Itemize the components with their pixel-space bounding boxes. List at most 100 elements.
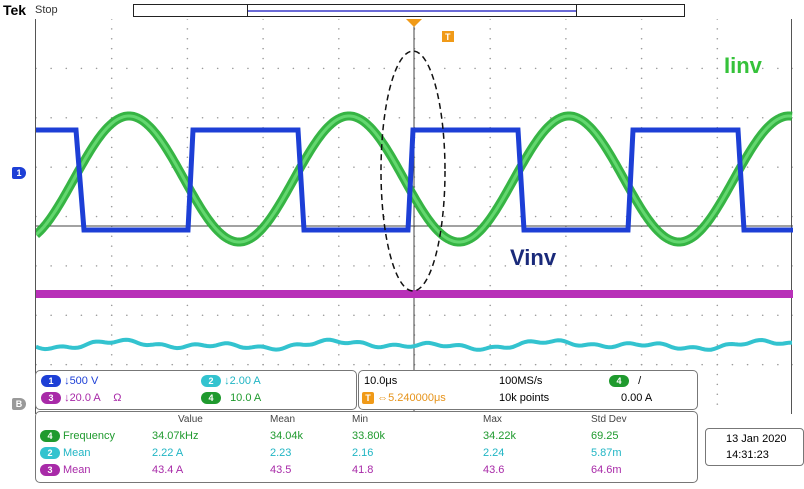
- ch3-setting[interactable]: 3 ↓20.0 A Ω: [41, 392, 121, 405]
- ch2-setting[interactable]: 2 ↓2.00 A: [201, 375, 261, 388]
- grid-dot: [292, 363, 295, 366]
- grid-dot: [322, 363, 325, 366]
- record-view-window[interactable]: [247, 4, 577, 17]
- grid-dot: [262, 186, 264, 188]
- grid-dot: [565, 97, 567, 99]
- waveform-display[interactable]: T: [35, 19, 793, 414]
- measurements-panel[interactable]: Value Mean Min Max Std Dev 4 Frequency 34.…: [35, 411, 698, 483]
- grid-dot: [126, 314, 128, 317]
- grid-dot: [580, 314, 582, 317]
- grid-dot: [565, 67, 567, 70]
- trigger-position-marker[interactable]: [406, 19, 422, 27]
- grid-dot: [110, 107, 113, 109]
- trigger-position[interactable]: T ⇔5.240000μs: [362, 392, 446, 405]
- trigger-source[interactable]: 4 /: [609, 375, 641, 388]
- grid-dot: [338, 304, 340, 307]
- grid-dot: [761, 67, 764, 70]
- grid-dot: [459, 265, 461, 267]
- grid-dot: [640, 19, 643, 20]
- grid-dot: [716, 97, 719, 99]
- grid-dot: [141, 67, 143, 70]
- grid-dot: [338, 77, 340, 80]
- grid-dot: [565, 284, 567, 287]
- grid-dot: [792, 116, 793, 119]
- grid-dot: [126, 67, 128, 70]
- grid-dot: [625, 314, 628, 317]
- grid-dot: [489, 324, 492, 326]
- grid-dot: [595, 116, 597, 119]
- grid-dot: [338, 136, 340, 139]
- trigger-source-badge: 4: [609, 375, 629, 388]
- ref-marker[interactable]: B: [12, 398, 26, 410]
- trigger-marker-label: T: [445, 32, 451, 42]
- grid-dot: [489, 97, 492, 99]
- ch4-setting[interactable]: 4 10.0 A: [201, 392, 261, 405]
- grid-dot: [716, 363, 719, 366]
- grid-dot: [353, 166, 355, 168]
- grid-dot: [655, 116, 658, 119]
- grid-dot: [640, 324, 643, 326]
- grid-dot: [565, 205, 567, 208]
- grid-dot: [110, 324, 113, 326]
- grid-dot: [110, 245, 113, 247]
- grid-dot: [277, 67, 280, 70]
- grid-dot: [110, 37, 113, 40]
- grid-dot: [716, 353, 719, 356]
- grid-dot: [110, 146, 113, 149]
- grid-dot: [686, 215, 688, 218]
- grid-dot: [383, 314, 386, 317]
- trigger-position-value: ⇔5.240000μs: [377, 392, 446, 404]
- channel-settings-panel[interactable]: 1 ↓500 V 2 ↓2.00 A 3 ↓20.0 A Ω 4 10.0 A: [35, 370, 357, 410]
- grid-dot: [156, 314, 158, 317]
- acquisition-state[interactable]: Stop: [35, 4, 58, 16]
- grid-dot: [731, 67, 734, 70]
- horizontal-scale[interactable]: 10.0μs: [364, 375, 398, 387]
- grid-dot: [141, 166, 143, 168]
- grid-dot: [186, 116, 189, 119]
- grid-dot: [625, 265, 628, 267]
- grid-dot: [459, 363, 461, 366]
- grid-dot: [398, 67, 401, 70]
- measurement-label: 3 Mean: [40, 464, 91, 477]
- grid-dot: [625, 363, 628, 366]
- grid-dot: [338, 284, 340, 287]
- trigger-badge: T: [362, 392, 374, 405]
- measurement-max: 34.22k: [483, 430, 517, 442]
- grid-dot: [489, 77, 492, 80]
- grid-dot: [565, 166, 567, 168]
- grid-dot: [716, 195, 719, 198]
- grid-dot: [262, 156, 264, 159]
- grid-dot: [565, 47, 567, 50]
- header-max: Max: [483, 414, 502, 425]
- grid-dot: [489, 255, 492, 257]
- grid-dot: [428, 116, 431, 119]
- grid-dot: [701, 265, 703, 267]
- grid-dot: [640, 284, 643, 287]
- grid-dot: [80, 265, 83, 267]
- grid-dot: [186, 284, 189, 287]
- measurement-value: 43.4 A: [152, 464, 184, 476]
- trigger-level[interactable]: 0.00 A: [621, 392, 653, 404]
- grid-dot: [95, 363, 98, 366]
- grid-dot: [201, 363, 204, 366]
- ch1-setting[interactable]: 1 ↓500 V: [41, 375, 98, 388]
- grid-dot: [443, 67, 446, 70]
- grid-dot: [686, 67, 688, 70]
- grid-dot: [186, 67, 189, 70]
- trigger-badge-marker[interactable]: [442, 31, 454, 42]
- grid-dot: [322, 265, 325, 267]
- grid-dot: [792, 265, 793, 267]
- grid-dot: [36, 166, 37, 168]
- grid-dot: [428, 363, 431, 366]
- grid-dot: [459, 116, 461, 119]
- grid-dot: [307, 314, 310, 317]
- grid-dot: [383, 363, 386, 366]
- timebase-panel[interactable]: 10.0μs 100MS/s 10k points T ⇔5.240000μs …: [358, 370, 698, 410]
- grid-dot: [489, 363, 492, 366]
- grid-dot: [36, 363, 37, 366]
- grid-dot: [353, 363, 355, 366]
- ch4-badge: 4: [201, 392, 221, 405]
- grid-dot: [489, 67, 492, 70]
- grid-dot: [443, 363, 446, 366]
- ch1-ground-marker[interactable]: 1: [12, 167, 26, 179]
